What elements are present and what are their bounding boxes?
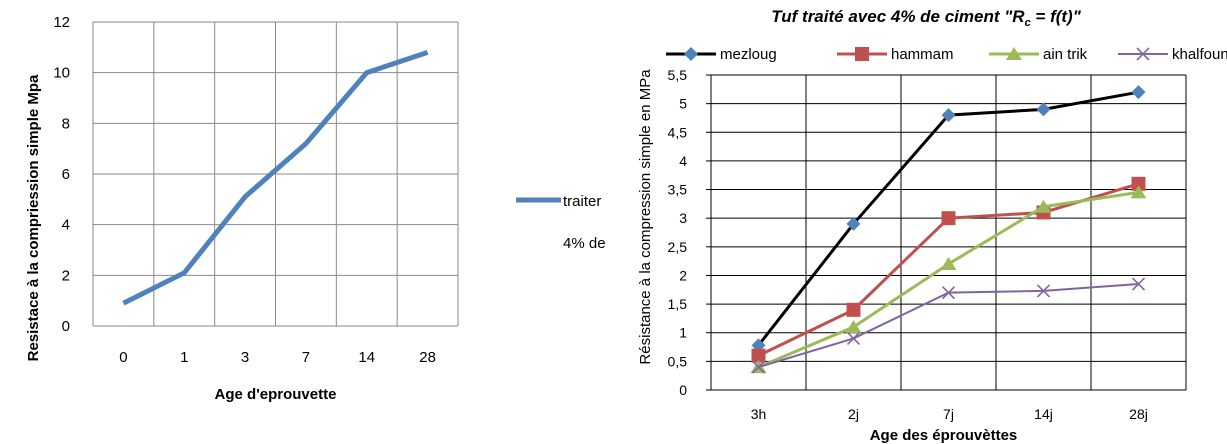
c1-x-tick-label: 28 [419,349,436,366]
c2-gridlines [706,74,1187,391]
c2-y-tick-labels: 0 0,5 1 1,5 2 2,5 3 3,5 4 4,5 5 5,5 [668,67,688,398]
c1-series [122,50,429,306]
c1-y-tick-label: 2 [62,267,70,284]
c2-series [750,85,1147,374]
c2-data-point [940,257,957,270]
c2-x-tick-label: 28j [1129,406,1148,422]
c1-x-tick-labels: 0 1 3 7 14 28 [119,349,436,366]
c2-y-tick-label: 5,5 [668,67,688,83]
c2-legend-item: hammam [837,46,954,63]
c2-legend-marker-stroke [1136,47,1150,61]
c2-data-point [941,108,956,123]
c1-y-tick-label: 8 [62,115,70,132]
c2-x-axis-title: Age des éprouvèttes [870,427,1018,444]
c2-title-main: Tuf traité avec 4% de ciment "R [771,7,1025,26]
c2-y-tick-label: 3,5 [668,182,688,198]
c2-y-tick-label: 1 [679,325,687,341]
c2-y-tick-label: 2,5 [668,239,688,255]
c2-data-point [1131,176,1146,191]
c2-data-point [941,286,956,300]
c2-data-point-stroke [941,286,956,300]
c1-y-tick-label: 6 [62,166,70,183]
c2-data-point [846,331,861,346]
c2-x-tick-label: 14j [1034,406,1053,422]
c2-y-tick-label: 4,5 [668,124,688,140]
c1-y-tick-labels: 0 2 4 6 8 10 12 [53,14,70,335]
c2-legend: mezloug hammam ain trik khalfoun [666,46,1227,63]
chart-tuf-treated-cement: Tuf traité avec 4% de ciment "Rc = f(t)"… [637,7,1227,444]
c1-x-axis-title: Age d'eprouvette [215,386,337,403]
c2-legend-marker [855,47,869,61]
c2-series-khalfoun [751,277,1146,374]
c2-legend-item: khalfoun [1118,46,1227,63]
c1-x-tick-label: 3 [241,349,249,366]
c2-data-point-stroke [751,360,766,374]
c2-legend-label: khalfoun [1172,46,1227,63]
c2-legend-label: ain trik [1043,46,1088,63]
c1-legend-label-line1: traiter [563,193,601,210]
c2-x-tick-label: 3h [751,406,767,422]
c1-y-tick-label: 10 [53,65,70,82]
c2-legend-label: hammam [891,46,954,63]
c2-data-point [1130,185,1147,199]
chart-compression-vs-age: 0 2 4 6 8 10 12 0 1 3 7 14 28 Age d'eprouvette Resi… [25,14,606,403]
c1-y-tick-label: 4 [62,217,70,234]
c2-y-tick-label: 0 [679,382,687,398]
c2-data-point-stroke [1131,277,1146,291]
c2-legend-item: mezloug [666,46,777,63]
c2-data-point-stroke [1036,284,1051,298]
c2-data-point [1036,102,1051,117]
c1-y-axis-title: Resistace à la compriession simple Mpa [25,74,42,361]
c2-x-tick-label: 2j [848,406,859,422]
c2-legend-marker [684,47,698,61]
c2-y-tick-label: 2 [679,267,687,283]
c1-legend: traiter 4% de [516,193,606,252]
c2-title-subscript: c [1025,17,1031,29]
c2-data-point [1131,85,1146,100]
c2-y-tick-label: 5 [679,96,687,112]
c1-legend-label-line2: 4% de [563,235,606,252]
c2-y-tick-label: 0,5 [668,353,688,369]
c1-x-tick-label: 0 [119,349,127,366]
c2-y-tick-label: 3 [679,210,687,226]
c2-series-mezloug [751,85,1146,353]
c2-series-line [758,283,1139,369]
c2-data-point [1131,277,1146,291]
c1-y-tick-label: 12 [53,14,70,31]
c1-x-tick-label: 7 [302,349,310,366]
c2-legend-marker [1006,47,1022,60]
c2-chart-title: Tuf traité avec 4% de ciment "Rc = f(t)" [771,7,1082,29]
c2-x-tick-label: 7j [943,406,954,422]
c2-data-point [751,360,766,374]
c2-data-point [751,348,766,363]
c2-title-tail: = f(t)" [1031,7,1082,26]
c1-gridlines [92,21,459,327]
c1-x-tick-label: 1 [180,349,188,366]
c2-y-axis-title: Résistance à la compression simple en MP… [637,69,654,365]
c1-x-tick-label: 14 [358,349,375,366]
c2-data-point-stroke [846,331,861,346]
c2-data-point [846,216,861,231]
c2-x-tick-labels: 3h 2j 7j 14j 28j [751,406,1148,422]
c2-legend-marker [1136,47,1150,61]
c2-legend-item: ain trik [989,46,1088,63]
c1-series-line [122,50,429,306]
c2-y-tick-label: 1,5 [668,296,688,312]
c1-y-tick-label: 0 [62,318,70,335]
c2-data-point [941,211,956,226]
c2-data-point [1036,284,1051,298]
c2-data-point [846,302,861,317]
c2-y-tick-label: 4 [679,153,687,169]
c2-data-point [845,320,862,333]
c2-data-point [1035,199,1052,213]
c2-legend-label: mezloug [720,46,777,63]
